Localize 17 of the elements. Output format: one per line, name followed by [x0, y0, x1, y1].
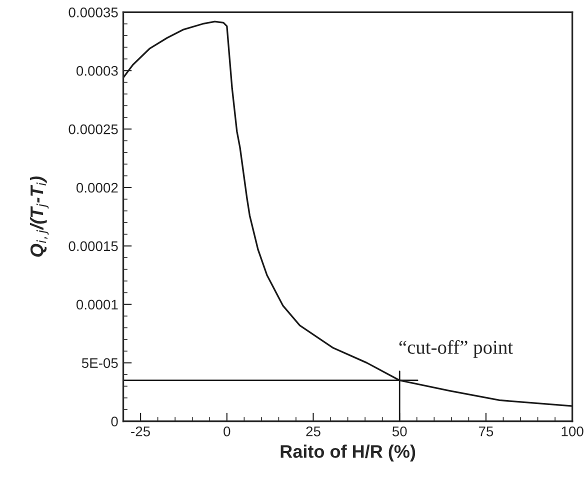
- y-tick-label: 0.00035: [68, 8, 118, 18]
- y-tick-label: 0.0001: [76, 300, 118, 310]
- x-tick-label: 100: [562, 426, 584, 436]
- annotation: “cut-off” point: [399, 340, 513, 358]
- x-tick-label: 75: [478, 426, 494, 436]
- y-tick-label: 5E-05: [82, 358, 118, 368]
- y-tick-label: 0.0003: [76, 66, 118, 76]
- y-axis-title: Q$_{i,j}$/(T$_{j}$-T$_{i}$): [30, 176, 49, 257]
- y-tick-label: 0.00025: [68, 124, 118, 134]
- x-tick-label: 25: [306, 426, 320, 436]
- y-tick-label: 0: [111, 416, 118, 426]
- x-tick-label: 50: [392, 426, 407, 436]
- y-tick-label: 0.00015: [68, 241, 118, 252]
- x-axis-title: Raito of H/R (%): [280, 444, 416, 462]
- x-tick-label: -25: [131, 426, 150, 436]
- y-tick-label: 0.0002: [76, 182, 118, 193]
- x-tick-label: 0: [224, 426, 230, 436]
